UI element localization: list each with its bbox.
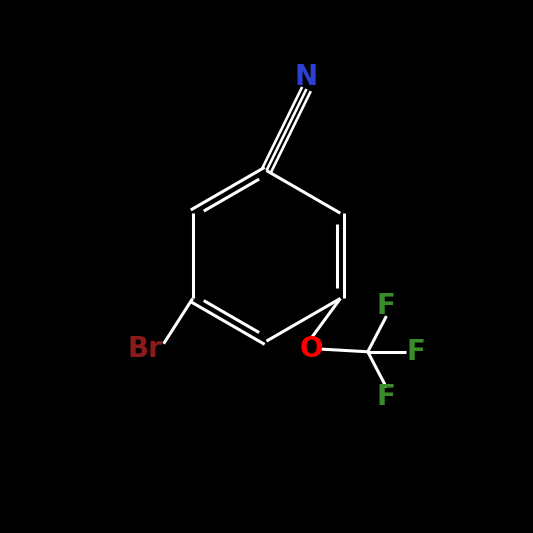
Text: Br: Br bbox=[127, 335, 163, 363]
Text: F: F bbox=[377, 383, 396, 411]
Text: N: N bbox=[295, 63, 318, 91]
Text: O: O bbox=[300, 335, 324, 363]
Text: F: F bbox=[377, 293, 396, 320]
Text: F: F bbox=[406, 338, 425, 366]
